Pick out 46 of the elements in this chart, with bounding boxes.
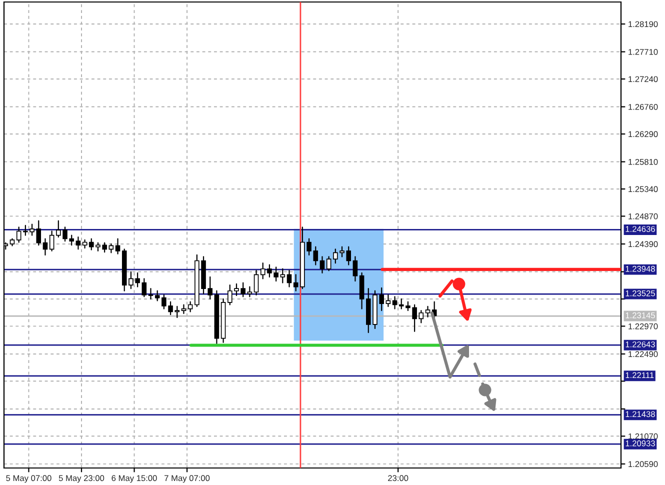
ref-line-label: 1.23145: [626, 312, 655, 318]
candlestick: [42, 238, 48, 256]
y-tick-label: 1.28190: [628, 21, 658, 28]
candlestick: [359, 272, 364, 310]
x-tick-label: 5 May 23:00: [58, 475, 104, 483]
candlestick: [49, 230, 54, 252]
y-tick-label: 1.20590: [628, 461, 658, 468]
ref-line-label: 1.21438: [626, 411, 655, 418]
candlestick: [181, 304, 186, 314]
candlestick: [76, 236, 81, 250]
y-tick-label: 1.25340: [628, 186, 658, 192]
y-tick-label: 1.27240: [628, 76, 658, 82]
candlestick: [254, 270, 259, 296]
candlestick: [154, 290, 160, 302]
x-tick-label: 5 May 07:00: [6, 475, 52, 483]
candlestick: [320, 256, 325, 274]
ref-line-label: 1.22111: [626, 372, 654, 378]
candlestick: [280, 268, 286, 284]
y-tick-label: 1.22490: [628, 351, 658, 358]
y-tick-label: 1.24390: [628, 241, 658, 248]
y-tick-label: 1.25810: [628, 158, 658, 165]
candlestick: [352, 256, 358, 282]
candlestick: [16, 226, 22, 243]
candlestick: [247, 286, 252, 298]
x-tick-label: 23:00: [388, 475, 408, 482]
x-tick-label: 6 May 15:00: [112, 475, 157, 483]
ref-line-label: 1.20933: [626, 440, 655, 446]
candlestick: [148, 288, 154, 300]
candlestick: [115, 238, 120, 254]
candlestick: [326, 256, 332, 272]
candlestick: [386, 294, 391, 308]
y-tick-label: 1.26760: [628, 104, 658, 110]
y-tick-label: 1.21070: [628, 433, 658, 440]
y-tick-label: 1.22970: [628, 323, 658, 330]
y-tick-label: 1.24870: [628, 213, 658, 220]
candlestick: [286, 270, 292, 288]
candlestick: [142, 278, 147, 298]
ref-line-label: 1.24636: [626, 226, 655, 232]
x-tick-label: 7 May 07:00: [164, 475, 210, 483]
ref-line-label: 1.23948: [626, 266, 655, 272]
candlestick: [418, 310, 424, 324]
y-tick-label: 1.26290: [628, 131, 658, 138]
ref-line-label: 1.22643: [626, 341, 655, 348]
candlestick: [425, 306, 430, 318]
y-tick-label: 1.27710: [628, 48, 658, 55]
ref-line-label: 1.23525: [626, 290, 655, 296]
